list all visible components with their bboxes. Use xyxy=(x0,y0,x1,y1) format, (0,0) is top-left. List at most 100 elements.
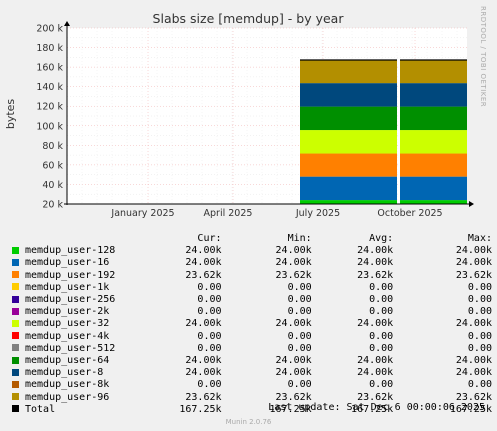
legend-series-name: memdup_user-256 xyxy=(25,294,116,306)
legend-swatch xyxy=(12,356,19,364)
legend-row: memdup_user-16 24.00k 24.00k 24.00k 24.00k xyxy=(12,257,492,269)
legend-table: Cur: Min: Avg: Max: memdup_user-128 24.00… xyxy=(12,233,492,416)
legend-series-name: memdup_user-4k xyxy=(25,330,110,342)
legend-row: memdup_user-8k 0.00 0.00 0.00 0.00 xyxy=(12,379,492,391)
x-axis-arrow xyxy=(469,201,474,207)
legend-min: 0.00 xyxy=(287,330,312,342)
legend-row: memdup_user-64 24.00k 24.00k 24.00k 24.00k xyxy=(12,355,492,367)
legend-min: 0.00 xyxy=(287,342,312,354)
legend-cur: 0.00 xyxy=(197,342,222,354)
legend-avg: 0.00 xyxy=(369,281,394,293)
y-tick-label: 80 k xyxy=(42,141,63,152)
legend-series: memdup_user-128 xyxy=(12,245,164,257)
legend-cur: 0.00 xyxy=(197,379,222,391)
legend-series: memdup_user-2k xyxy=(12,306,164,318)
x-tick-label: October 2025 xyxy=(377,208,442,219)
area-memdup_user-96 xyxy=(300,60,397,84)
legend-max: 24.00k xyxy=(455,318,492,330)
legend-avg: 23.62k xyxy=(357,269,394,281)
legend-swatch xyxy=(12,246,19,254)
legend-series: memdup_user-64 xyxy=(12,355,164,367)
legend-max: 0.00 xyxy=(467,379,492,391)
x-tick-label: July 2025 xyxy=(295,208,340,219)
legend-max: 0.00 xyxy=(467,330,492,342)
legend-cur: 0.00 xyxy=(197,294,222,306)
legend-swatch xyxy=(12,393,19,401)
legend-min: 0.00 xyxy=(287,294,312,306)
legend-swatch xyxy=(12,307,19,315)
legend-row: memdup_user-4k 0.00 0.00 0.00 0.00 xyxy=(12,331,492,343)
last-update: Last update: Sat Dec 6 00:00:06 2025 xyxy=(268,402,485,413)
x-tick-label: January 2025 xyxy=(110,208,174,219)
area-memdup_user-16 xyxy=(300,176,397,201)
legend-max: 24.00k xyxy=(455,245,492,257)
legend-avg: 24.00k xyxy=(357,257,394,269)
legend-row: memdup_user-32 24.00k 24.00k 24.00k 24.00k xyxy=(12,318,492,330)
y-tick-label: 120 k xyxy=(36,102,63,113)
y-tick-label: 100 k xyxy=(36,121,63,132)
area-memdup_user-64 xyxy=(300,106,397,131)
legend-series-name: memdup_user-128 xyxy=(25,245,116,257)
legend-min: 24.00k xyxy=(275,318,312,330)
legend-series: memdup_user-16 xyxy=(12,257,164,269)
legend-max: 24.00k xyxy=(455,257,492,269)
area-memdup_user-32 xyxy=(300,130,397,154)
y-tick-labels: 20 k 40 k 60 k 80 k 100 k 120 k 140 k 160 k 180 … xyxy=(36,24,63,211)
legend-row: memdup_user-512 0.00 0.00 0.00 0.00 xyxy=(12,343,492,355)
y-tick-label: 180 k xyxy=(36,43,63,54)
legend-avg: 24.00k xyxy=(357,245,394,257)
legend-min: 0.00 xyxy=(287,306,312,318)
legend-cur: 0.00 xyxy=(197,330,222,342)
legend-row: memdup_user-192 23.62k 23.62k 23.62k 23.62k xyxy=(12,270,492,282)
chart: Slabs size [memdup] - by year bytes 20 k… xyxy=(4,11,474,219)
header-avg: Avg: xyxy=(369,233,394,244)
rrdtool-credit: RRDTOOL / TOBI OETIKER xyxy=(479,6,487,108)
legend-series-name: memdup_user-2k xyxy=(25,306,110,318)
legend-series-name: memdup_user-512 xyxy=(25,342,116,354)
legend-cur: 0.00 xyxy=(197,281,222,293)
y-tick-label: 140 k xyxy=(36,82,63,93)
legend-series-name: memdup_user-16 xyxy=(25,257,110,269)
legend-avg: 24.00k xyxy=(357,355,394,367)
legend-row: memdup_user-256 0.00 0.00 0.00 0.00 xyxy=(12,294,492,306)
legend-series-name: memdup_user-8k xyxy=(25,379,110,391)
legend-series: memdup_user-256 xyxy=(12,294,164,306)
legend-max: 24.00k xyxy=(455,355,492,367)
area-memdup_user-128 xyxy=(300,200,397,204)
area-memdup_user-96 xyxy=(400,60,467,84)
legend-max: 24.00k xyxy=(455,367,492,379)
area-memdup_user-32 xyxy=(400,130,467,154)
legend-min: 23.62k xyxy=(275,269,312,281)
stacked-areas xyxy=(300,59,467,204)
legend-series-name: memdup_user-1k xyxy=(25,281,110,293)
x-tick-label: April 2025 xyxy=(204,208,253,219)
legend-cur: 24.00k xyxy=(185,318,222,330)
y-tick-label: 40 k xyxy=(42,180,63,191)
legend-series: memdup_user-192 xyxy=(12,270,164,282)
legend-min: 24.00k xyxy=(275,257,312,269)
area-memdup_user-16 xyxy=(400,176,467,201)
legend-cur: 24.00k xyxy=(185,367,222,379)
legend-avg: 0.00 xyxy=(369,379,394,391)
legend-cur: 24.00k xyxy=(185,257,222,269)
x-tick-labels: January 2025 April 2025 July 2025 October 2… xyxy=(110,208,442,219)
legend-swatch xyxy=(12,405,19,413)
legend-series: memdup_user-32 xyxy=(12,318,164,330)
legend-min: 24.00k xyxy=(275,245,312,257)
legend-series-name: memdup_user-192 xyxy=(25,269,116,281)
legend-series-name: memdup_user-96 xyxy=(25,391,110,403)
legend-series: memdup_user-8 xyxy=(12,367,164,379)
header-min: Min: xyxy=(287,233,312,244)
legend-series-name: Total xyxy=(25,403,56,415)
legend-series: memdup_user-512 xyxy=(12,343,164,355)
area-memdup_user-64 xyxy=(400,106,467,131)
y-tick-label: 160 k xyxy=(36,63,63,74)
munin-version: Munin 2.0.76 xyxy=(225,418,272,426)
y-tick-label: 200 k xyxy=(36,24,63,35)
legend-series: memdup_user-96 xyxy=(12,392,164,404)
legend-swatch xyxy=(12,258,19,266)
legend-swatch xyxy=(12,319,19,327)
legend-cur: 23.62k xyxy=(185,391,222,403)
legend-avg: 24.00k xyxy=(357,318,394,330)
